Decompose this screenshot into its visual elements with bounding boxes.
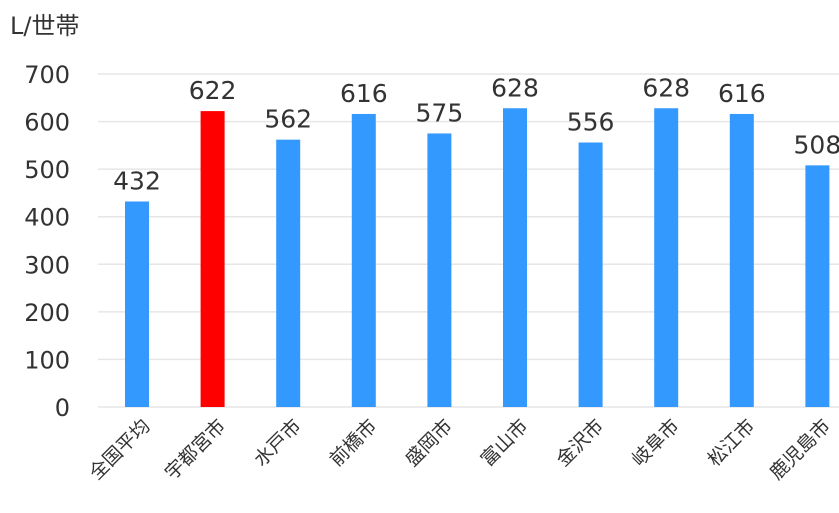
- bars: [125, 108, 830, 408]
- x-tick-label: 松江市: [703, 415, 759, 471]
- y-tick-label: 700: [24, 61, 70, 89]
- data-label: 628: [642, 73, 690, 102]
- data-label: 622: [189, 76, 237, 105]
- x-tick-label: 宇都宮市: [161, 415, 230, 484]
- bar: [351, 113, 376, 408]
- y-tick-label: 300: [24, 251, 70, 279]
- bar: [276, 139, 301, 408]
- bar: [654, 108, 679, 407]
- y-axis-label: L/世帯: [10, 12, 79, 40]
- x-tick-label: 岐阜市: [628, 415, 684, 471]
- data-label: 575: [416, 98, 464, 127]
- bar: [805, 165, 830, 407]
- y-tick-label: 0: [55, 394, 70, 422]
- data-labels: 432 622 562 616 575 628 556 628 616 508: [113, 73, 839, 195]
- bar: [578, 142, 603, 407]
- x-tick-label: 水戸市: [250, 415, 306, 471]
- x-tick-label: 金沢市: [552, 415, 608, 471]
- data-label: 556: [567, 108, 615, 137]
- bar: [200, 111, 225, 407]
- bar: [125, 201, 149, 407]
- data-label: 562: [264, 105, 312, 134]
- x-tick-label: 富山市: [477, 415, 533, 471]
- x-tick-label: 盛岡市: [401, 415, 457, 471]
- x-tick-label: 鹿児島市: [766, 415, 835, 484]
- y-tick-label: 100: [24, 346, 70, 374]
- bar: [503, 108, 527, 407]
- x-tick-label: 全国平均: [85, 415, 154, 484]
- data-label: 616: [340, 79, 388, 108]
- data-label: 432: [113, 166, 161, 195]
- y-axis-ticks: 0 100 200 300 400 500 600 700: [24, 61, 70, 422]
- data-label: 508: [794, 130, 839, 159]
- y-tick-label: 600: [24, 109, 70, 137]
- y-tick-label: 200: [24, 299, 70, 327]
- x-axis-ticks: 全国平均 宇都宮市 水戸市 前橋市 盛岡市 富山市 金沢市 岐阜市 松江市 鹿児島市: [85, 415, 835, 484]
- data-label: 616: [718, 79, 766, 108]
- y-tick-label: 500: [24, 156, 70, 184]
- bar: [427, 133, 452, 407]
- y-tick-label: 400: [24, 204, 70, 232]
- x-tick-label: 前橋市: [325, 415, 381, 471]
- data-label: 628: [491, 73, 539, 102]
- bar: [729, 113, 754, 408]
